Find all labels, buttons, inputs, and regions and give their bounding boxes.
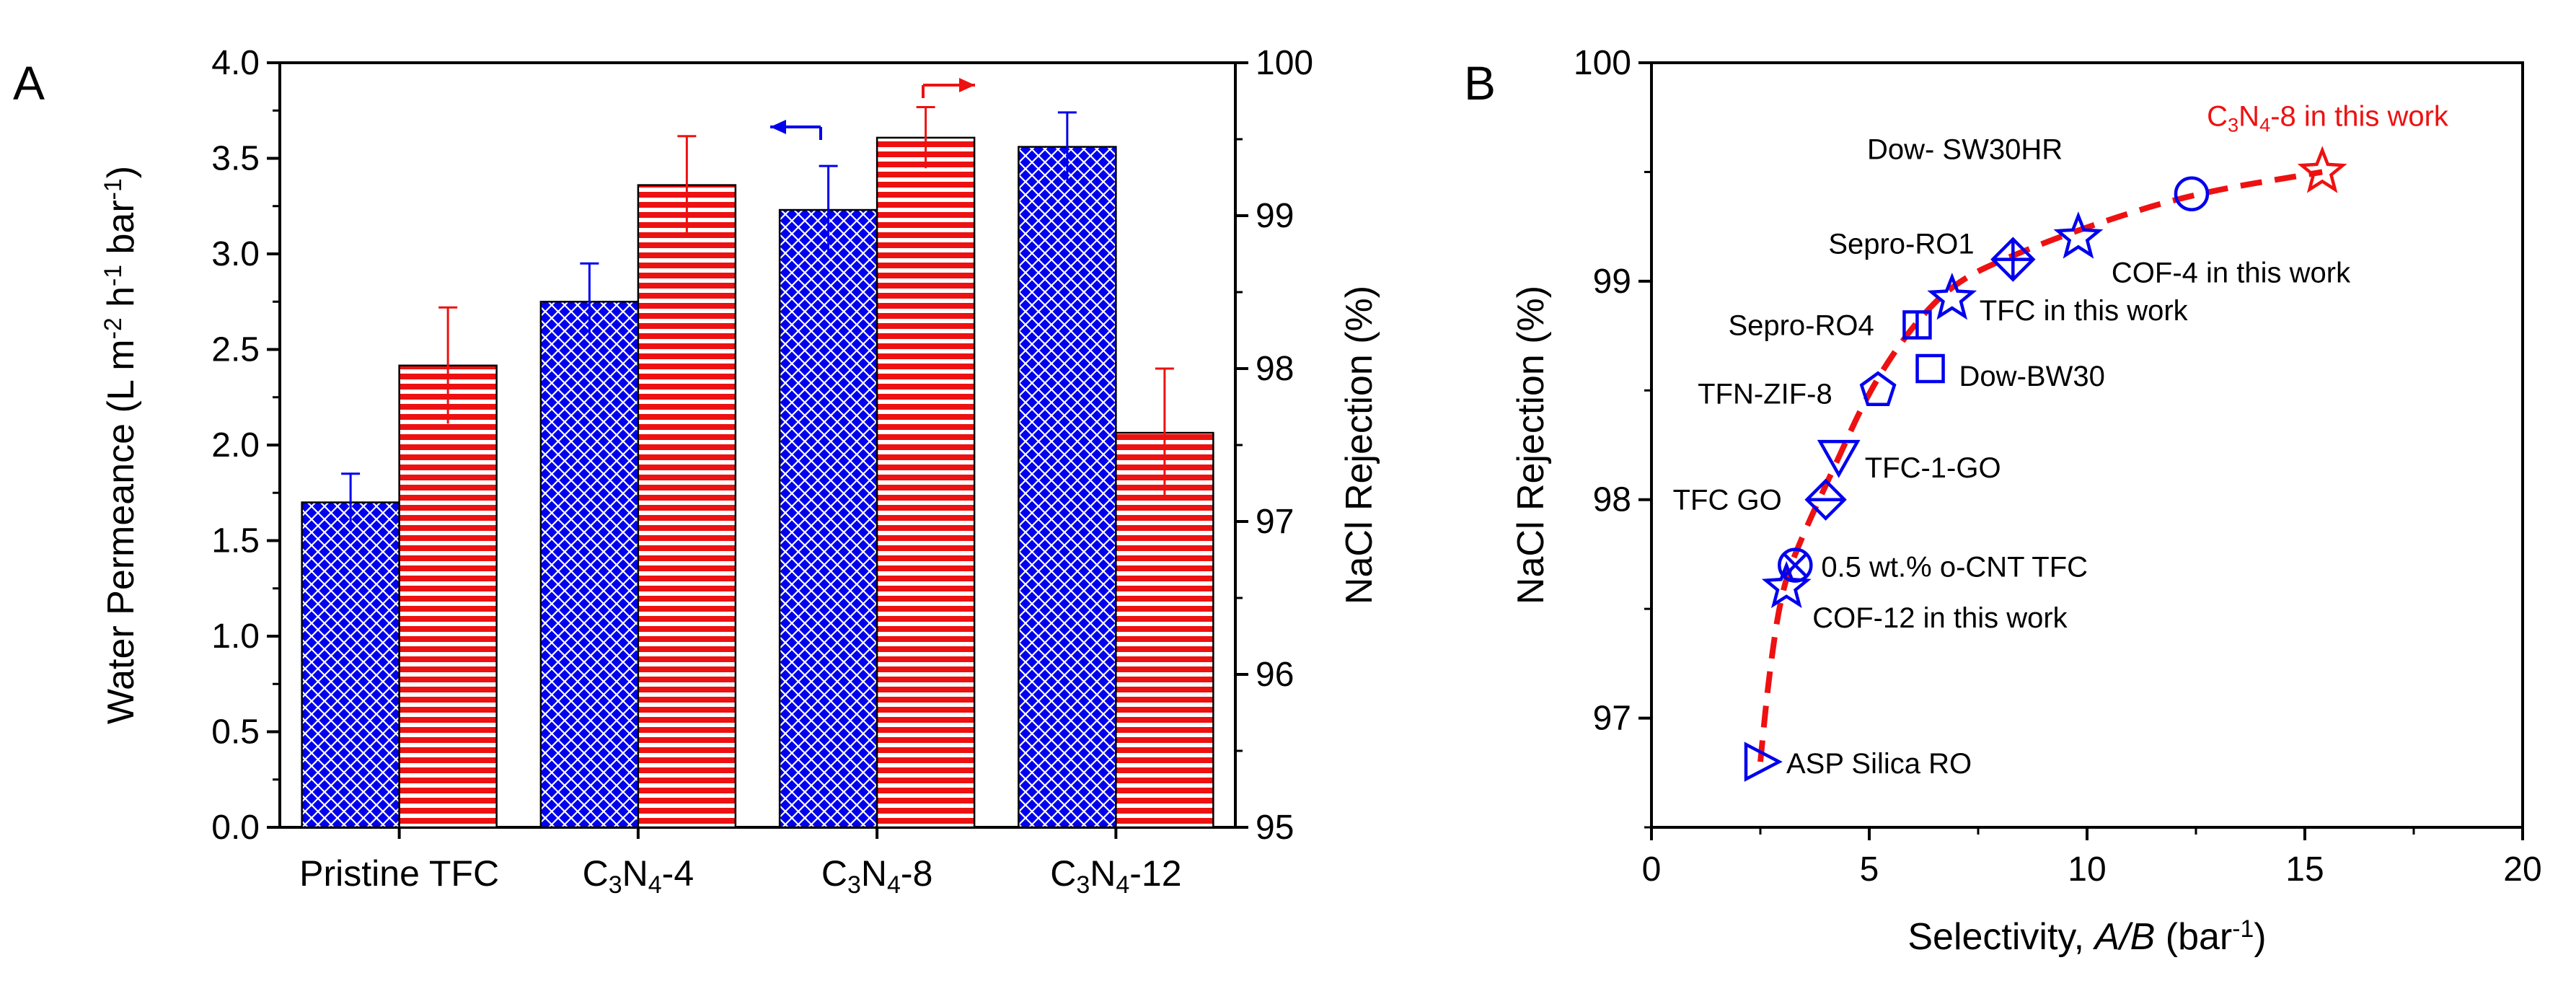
right-tick-label: 97 — [1256, 503, 1294, 541]
left-axis-arrowhead — [770, 120, 786, 134]
marker-pentagon — [1859, 371, 1897, 406]
y-tick-label: 100 — [1574, 44, 1631, 82]
marker-triangle-right — [1744, 741, 1783, 782]
category-label: C3N4-12 — [1050, 853, 1181, 899]
panel-b-y-axis: 97 98 99 100 — [1574, 44, 1651, 829]
left-tick-label: 3.5 — [211, 140, 260, 178]
marker-star — [1927, 272, 1977, 320]
panel-b-label: B — [1464, 56, 1496, 110]
panel-a-category-labels: Pristine TFC C3N4-4 C3N4-8 C3N4-12 — [299, 853, 1181, 899]
left-tick-label: 4.0 — [211, 44, 260, 82]
point-label: COF-12 in this work — [1812, 602, 2068, 634]
panel-b-y-axis-title: NaCl Rejection (%) — [1510, 286, 1552, 604]
panel-b-x-axis-title: Selectivity, A/B (bar-1) — [1907, 915, 2266, 958]
point-label: TFN-ZIF-8 — [1698, 378, 1832, 410]
right-tick-label: 99 — [1256, 197, 1294, 235]
panel-a-right-axis: 95 96 97 98 99 100 — [1235, 44, 1313, 847]
point-label: TFC GO — [1673, 485, 1782, 516]
left-tick-label: 3.0 — [211, 235, 260, 273]
marker-star — [1761, 560, 1812, 609]
panel-a-axis-arrows — [770, 78, 975, 140]
right-tick-label: 96 — [1256, 656, 1294, 694]
left-tick-label: 2.5 — [211, 331, 260, 369]
right-axis-arrowhead — [959, 78, 975, 92]
panel-a-bars — [301, 105, 1214, 839]
left-tick-label: 2.0 — [211, 426, 260, 465]
point-label: ASP Silica RO — [1786, 748, 1972, 780]
y-tick-label: 98 — [1593, 481, 1631, 519]
x-tick-label: 0 — [1642, 850, 1662, 889]
marker-diamond-bar — [1804, 478, 1847, 521]
bar-rejection — [637, 184, 737, 829]
panel-b-plot-frame — [1650, 61, 2524, 829]
x-tick-label: 5 — [1860, 850, 1879, 889]
marker-diamond-cross-cross — [1993, 239, 2034, 280]
point-label: Sepro-RO4 — [1728, 309, 1874, 341]
point-label: COF-4 in this work — [2112, 257, 2351, 289]
category-label: Pristine TFC — [299, 853, 499, 894]
y-tick-label: 97 — [1593, 700, 1631, 738]
panel-a: A 0.0 0.5 1.0 1.5 2.0 2.5 3.0 3.5 4.0 95 96 97 98 99… — [13, 44, 1380, 899]
bar-rejection — [398, 364, 498, 829]
marker-star — [2053, 211, 2104, 259]
category-label: C3N4-8 — [821, 853, 933, 899]
panel-a-left-axis: 0.0 0.5 1.0 1.5 2.0 2.5 3.0 3.5 4.0 — [211, 44, 280, 847]
bar-rejection — [875, 136, 976, 829]
marker-star — [2297, 146, 2347, 193]
point-label: Dow- SW30HR — [1867, 134, 2063, 166]
right-tick-label: 98 — [1256, 350, 1294, 388]
point-label: TFC-1-GO — [1865, 452, 2001, 484]
x-tick-label: 20 — [2503, 850, 2541, 889]
panel-a-left-axis-title: Water Permeance (L m-2 h-1 bar-1) — [100, 166, 142, 724]
bar-permeance — [778, 208, 878, 829]
panel-b-x-axis: 0 5 10 15 20 — [1642, 827, 2542, 889]
point-label: Dow-BW30 — [1959, 361, 2105, 392]
panel-b-trend-line — [1757, 169, 2323, 762]
category-label: C3N4-4 — [583, 853, 694, 899]
left-tick-label: 1.5 — [211, 522, 260, 560]
left-tick-label: 0.5 — [211, 713, 260, 752]
point-label: TFC in this work — [1980, 295, 2189, 327]
point-label: 0.5 wt.% o-CNT TFC — [1821, 552, 2088, 584]
panel-b-point-labels: C3N4-8 in this work Dow- SW30HR COF-4 in t… — [1673, 100, 2449, 780]
y-tick-label: 99 — [1593, 263, 1631, 301]
panel-a-right-axis-title: NaCl Rejection (%) — [1338, 286, 1380, 604]
bar-permeance — [1018, 146, 1117, 829]
x-tick-label: 15 — [2285, 850, 2324, 889]
point-label: Sepro-RO1 — [1828, 229, 1974, 260]
bar-permeance — [539, 301, 640, 829]
bar-permeance — [301, 501, 400, 829]
left-tick-label: 0.0 — [211, 809, 260, 847]
panel-b: B 0 5 10 15 20 97 98 99 100 C3N4-8 in this work… — [1464, 44, 2542, 958]
point-label: C3N4-8 in this work — [2207, 100, 2449, 136]
left-tick-label: 1.0 — [211, 617, 260, 656]
panel-a-label: A — [13, 56, 45, 110]
right-tick-label: 95 — [1256, 809, 1294, 847]
marker-circle — [2174, 176, 2210, 211]
panel-b-points — [1744, 146, 2347, 782]
marker-square — [1915, 353, 1945, 384]
right-tick-label: 100 — [1256, 44, 1313, 82]
x-tick-label: 10 — [2068, 850, 2106, 889]
bar-rejection — [1115, 431, 1214, 829]
marker-triangle-down — [1817, 439, 1861, 478]
